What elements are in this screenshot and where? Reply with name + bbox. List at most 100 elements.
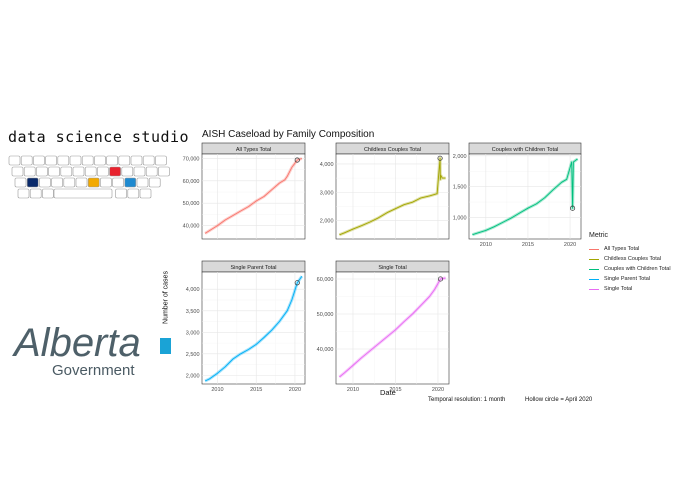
keyboard-key xyxy=(109,166,121,177)
legend-key xyxy=(589,268,599,270)
y-tick-label: 60,000 xyxy=(183,179,200,185)
series-line xyxy=(339,277,446,378)
x-tick-label: 2015 xyxy=(250,387,262,393)
y-tick-label: 60,000 xyxy=(317,277,334,283)
keyboard-key xyxy=(42,188,54,199)
y-tick-label: 50,000 xyxy=(183,201,200,207)
legend-key xyxy=(589,288,599,290)
keyboard-key xyxy=(45,155,57,166)
series-ribbon xyxy=(338,156,446,237)
keyboard-key xyxy=(121,166,134,177)
legend-key xyxy=(589,248,599,250)
keyboard-key xyxy=(148,177,161,188)
highlight-point xyxy=(294,157,300,163)
y-tick-label: 50,000 xyxy=(317,312,334,318)
legend-item: Childless Couples Total xyxy=(589,254,671,264)
x-tick-label: 2010 xyxy=(211,387,223,393)
y-tick-label: 70,000 xyxy=(183,156,200,162)
y-tick-label: 1,500 xyxy=(453,185,467,191)
x-tick-label: 2020 xyxy=(432,387,444,393)
keyboard-key xyxy=(124,177,137,188)
keyboard-key xyxy=(118,155,131,166)
keyboard-key xyxy=(23,166,36,177)
plot-area xyxy=(201,153,306,240)
keyboard-key xyxy=(94,155,106,166)
keyboard-illustration xyxy=(8,155,170,199)
caption: Temporal resolution: 1 month Hollow circ… xyxy=(428,397,610,403)
y-tick-label: 2,500 xyxy=(186,352,200,358)
keyboard-key xyxy=(8,155,21,166)
legend-label: All Types Total xyxy=(604,246,640,252)
keyboard-key xyxy=(145,166,158,177)
y-tick-label: 3,500 xyxy=(186,309,200,315)
keyboard-spacebar xyxy=(53,188,113,199)
legend: Metric All Types Total Childless Couples … xyxy=(589,232,671,294)
y-tick-label: 4,000 xyxy=(186,287,200,293)
legend-item: Couples with Children Total xyxy=(589,264,671,274)
caption-resolution: Temporal resolution: 1 month xyxy=(428,397,506,403)
caption-highlight-note: Hollow circle = April 2020 xyxy=(525,397,593,403)
keyboard-key xyxy=(100,177,112,188)
legend-key xyxy=(589,278,599,280)
legend-item: Single Total xyxy=(589,284,671,294)
legend-label: Single Parent Total xyxy=(604,276,651,282)
keyboard-key xyxy=(75,177,88,188)
facet-strip xyxy=(201,142,306,155)
keyboard-key xyxy=(20,155,33,166)
plot-area xyxy=(335,271,450,385)
keyboard-key xyxy=(60,166,73,177)
chart-title: AISH Caseload by Family Composition xyxy=(202,129,375,140)
legend-key xyxy=(589,258,599,260)
series-line xyxy=(472,158,578,236)
plot-area xyxy=(335,153,450,240)
y-tick-label: 3,000 xyxy=(186,330,200,336)
legend-label: Childless Couples Total xyxy=(604,256,662,262)
x-tick-label: 2020 xyxy=(289,387,301,393)
y-tick-label: 2,000 xyxy=(453,154,467,160)
y-tick-label: 2,000 xyxy=(186,373,200,379)
keyboard-key xyxy=(29,188,42,199)
keyboard-key xyxy=(14,177,27,188)
alberta-flag-icon xyxy=(160,338,171,354)
y-tick-label: 2,000 xyxy=(320,219,334,225)
facet-strip-label: Childless Couples Total xyxy=(364,147,421,153)
legend-item: Single Parent Total xyxy=(589,274,671,284)
keyboard-key xyxy=(87,177,100,188)
keyboard-key xyxy=(106,155,118,166)
facet-panel: Couples with Children Total 1,000 1,500 2,0… xyxy=(453,142,582,248)
facet-strip-label: Single Total xyxy=(378,265,406,271)
keyboard-key xyxy=(158,166,170,177)
keyboard-key xyxy=(127,188,140,199)
legend-title: Metric xyxy=(589,232,609,239)
keyboard-key xyxy=(69,155,82,166)
x-axis-label: Date xyxy=(380,388,396,397)
keyboard-key xyxy=(81,155,94,166)
plot-area xyxy=(201,271,306,385)
y-tick-label: 3,000 xyxy=(320,190,334,196)
keyboard-key xyxy=(115,188,127,199)
y-axis-label: Number of cases xyxy=(162,271,170,324)
legend-label: Single Total xyxy=(604,286,633,292)
x-tick-label: 2010 xyxy=(480,242,492,248)
keyboard-key xyxy=(133,166,146,177)
keyboard-key xyxy=(36,166,48,177)
facet-panel: Single Parent Total 2,000 2,500 3,000 3,500 4… xyxy=(186,260,306,393)
facet-strip xyxy=(468,142,582,155)
highlight-point xyxy=(437,155,443,161)
series-line xyxy=(339,157,446,236)
facet-strip xyxy=(335,142,450,155)
series-line xyxy=(204,276,303,382)
series-ribbon xyxy=(338,276,446,379)
x-tick-label: 2015 xyxy=(522,242,534,248)
keyboard-key xyxy=(11,166,24,177)
facet-strip xyxy=(335,260,450,273)
series-ribbon xyxy=(204,275,304,383)
alberta-logo: Alberta xyxy=(12,321,171,364)
keyboard-key xyxy=(48,166,60,177)
legend-item: All Types Total xyxy=(589,244,671,254)
keyboard-key xyxy=(130,155,143,166)
series-ribbon xyxy=(204,157,303,235)
y-tick-label: 40,000 xyxy=(183,224,200,230)
